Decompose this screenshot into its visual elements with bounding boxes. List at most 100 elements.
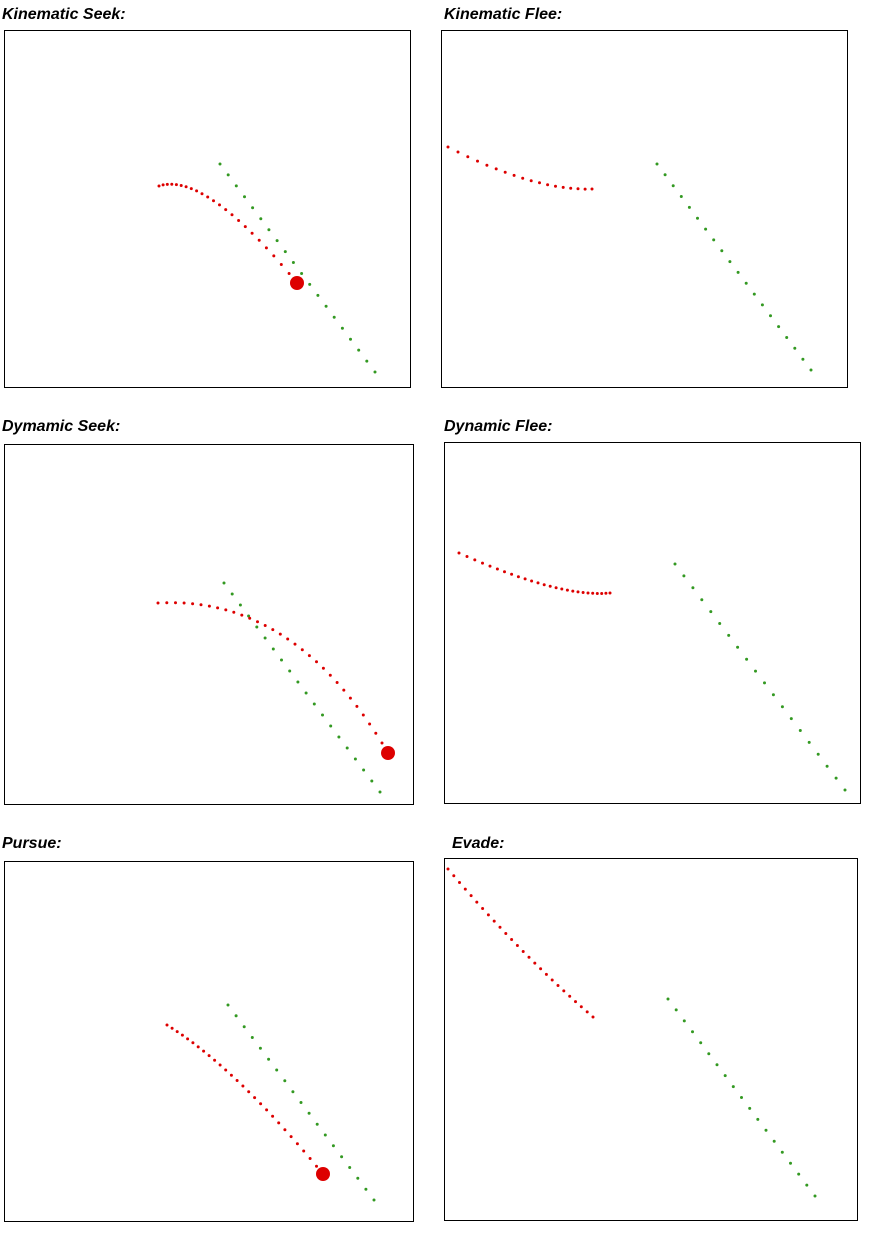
target-path-point <box>682 1019 686 1023</box>
target-path-point <box>663 173 667 177</box>
target-path-point <box>331 1144 335 1148</box>
target-path-point <box>723 1074 727 1078</box>
agent-path-point <box>213 1058 217 1062</box>
target-path-point <box>704 227 708 231</box>
target-path-point <box>357 348 361 352</box>
agent-path-point <box>527 955 531 959</box>
target-path-point <box>280 658 283 662</box>
agent-path-point <box>361 713 365 717</box>
agent-path-point <box>604 591 608 595</box>
target-path-point <box>718 622 722 625</box>
agent-path-point <box>156 601 160 605</box>
target-path-point <box>780 1150 784 1154</box>
agent-path-point <box>315 660 318 664</box>
target-path-point <box>312 702 316 706</box>
agent-path-point <box>561 185 565 189</box>
agent-path-point <box>529 179 533 183</box>
agent-path-point <box>283 1128 287 1132</box>
agent-path-point <box>321 666 325 670</box>
agent-path-point <box>554 184 557 188</box>
agent-path-point <box>271 1114 275 1118</box>
agent-path-point <box>191 1041 195 1045</box>
agent-path-point <box>240 613 244 617</box>
panel-evade <box>444 858 858 1221</box>
agent-path-point <box>458 881 461 884</box>
panel-pursue <box>4 861 414 1222</box>
target-path-point <box>780 705 784 709</box>
trajectory-plot-dynamic-seek <box>156 581 395 794</box>
target-path-point <box>308 282 312 286</box>
agent-path-point <box>307 654 311 658</box>
agent-path-point <box>196 1045 200 1049</box>
agent-path-point <box>481 561 484 565</box>
target-path-point <box>275 239 279 243</box>
agent-path-point <box>591 591 595 595</box>
target-path-point <box>727 633 731 637</box>
agent-path-point <box>475 900 479 904</box>
agent-path-point <box>232 610 236 614</box>
agent-path-point <box>576 187 580 191</box>
target-path-point <box>373 370 377 374</box>
target-path-point <box>720 249 724 253</box>
agent-path-point <box>263 624 267 627</box>
agent-path-point <box>574 1000 577 1004</box>
agent-path-point <box>550 978 554 982</box>
panel-kinematic-seek <box>4 30 411 388</box>
agent-path-point <box>348 696 352 700</box>
agent-path-point <box>590 187 594 191</box>
agent-path-point <box>538 181 541 185</box>
agent-path-point <box>165 601 169 605</box>
agent-path-point <box>452 874 456 878</box>
target-path-point <box>345 746 349 750</box>
agent-path-point <box>488 564 492 568</box>
target-path-point <box>356 1176 360 1180</box>
target-path-point <box>234 1014 238 1018</box>
target-path-point <box>764 1128 768 1132</box>
panel-title-kinematic-flee: Kinematic Flee: <box>444 6 563 23</box>
target-path-point <box>283 1079 287 1083</box>
agent-path-point <box>554 586 558 590</box>
agent-path-point <box>374 731 378 735</box>
target-path-point <box>288 669 292 673</box>
agent-path-point <box>536 581 540 585</box>
agent-path-point <box>498 925 502 929</box>
target-path-point <box>691 1030 694 1034</box>
agent-path-point <box>595 592 599 595</box>
agent-path-point <box>257 238 261 242</box>
target-path-point <box>316 293 320 297</box>
target-path-point <box>315 1122 319 1126</box>
agent-path-point <box>216 606 220 610</box>
agent-path-point <box>565 588 569 592</box>
target-path-point <box>353 757 357 761</box>
agent-path-point <box>579 1005 583 1009</box>
agent-path-point <box>207 1054 211 1058</box>
target-path-point <box>736 645 740 649</box>
target-path-point <box>263 636 267 640</box>
target-path-point <box>748 1106 752 1110</box>
agent-path-point <box>546 183 550 187</box>
agent-path-point <box>523 577 527 581</box>
agent-position-marker <box>381 746 395 760</box>
target-path-point <box>816 752 820 756</box>
target-path-point <box>777 325 781 329</box>
panel-dynamic-seek <box>4 444 414 805</box>
agent-path-point <box>186 1037 190 1041</box>
agent-path-point <box>608 591 612 595</box>
panel-title-pursue: Pursue: <box>2 835 62 852</box>
agent-path-point <box>504 932 508 935</box>
target-path-point <box>234 184 238 188</box>
agent-path-point <box>469 894 473 898</box>
target-path-point <box>365 359 369 363</box>
agent-path-point <box>264 246 268 250</box>
agent-path-point <box>195 189 199 193</box>
agent-path-point <box>191 602 195 606</box>
target-path-point <box>709 610 713 614</box>
target-path-point <box>769 314 772 318</box>
agent-path-point <box>241 1084 245 1088</box>
target-path-point <box>756 1117 760 1121</box>
agent-path-point <box>271 628 275 632</box>
agent-path-point <box>170 182 174 186</box>
target-path-point <box>807 740 811 744</box>
target-path-point <box>283 250 287 254</box>
target-path-point <box>329 724 333 728</box>
